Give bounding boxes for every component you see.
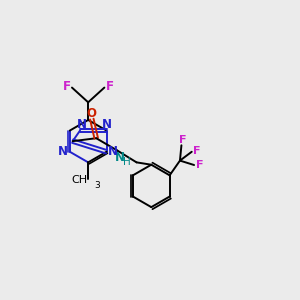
Text: 3: 3	[95, 181, 100, 190]
Text: F: F	[179, 135, 187, 145]
Text: F: F	[106, 80, 114, 93]
Text: N: N	[102, 118, 112, 130]
Text: O: O	[87, 107, 97, 120]
Text: N: N	[115, 151, 125, 164]
Text: N: N	[76, 118, 86, 131]
Text: F: F	[196, 160, 204, 170]
Text: N: N	[107, 145, 117, 158]
Text: F: F	[63, 80, 71, 93]
Text: N: N	[58, 145, 68, 158]
Text: CH: CH	[72, 175, 88, 185]
Text: F: F	[193, 146, 201, 156]
Text: H: H	[123, 157, 131, 167]
